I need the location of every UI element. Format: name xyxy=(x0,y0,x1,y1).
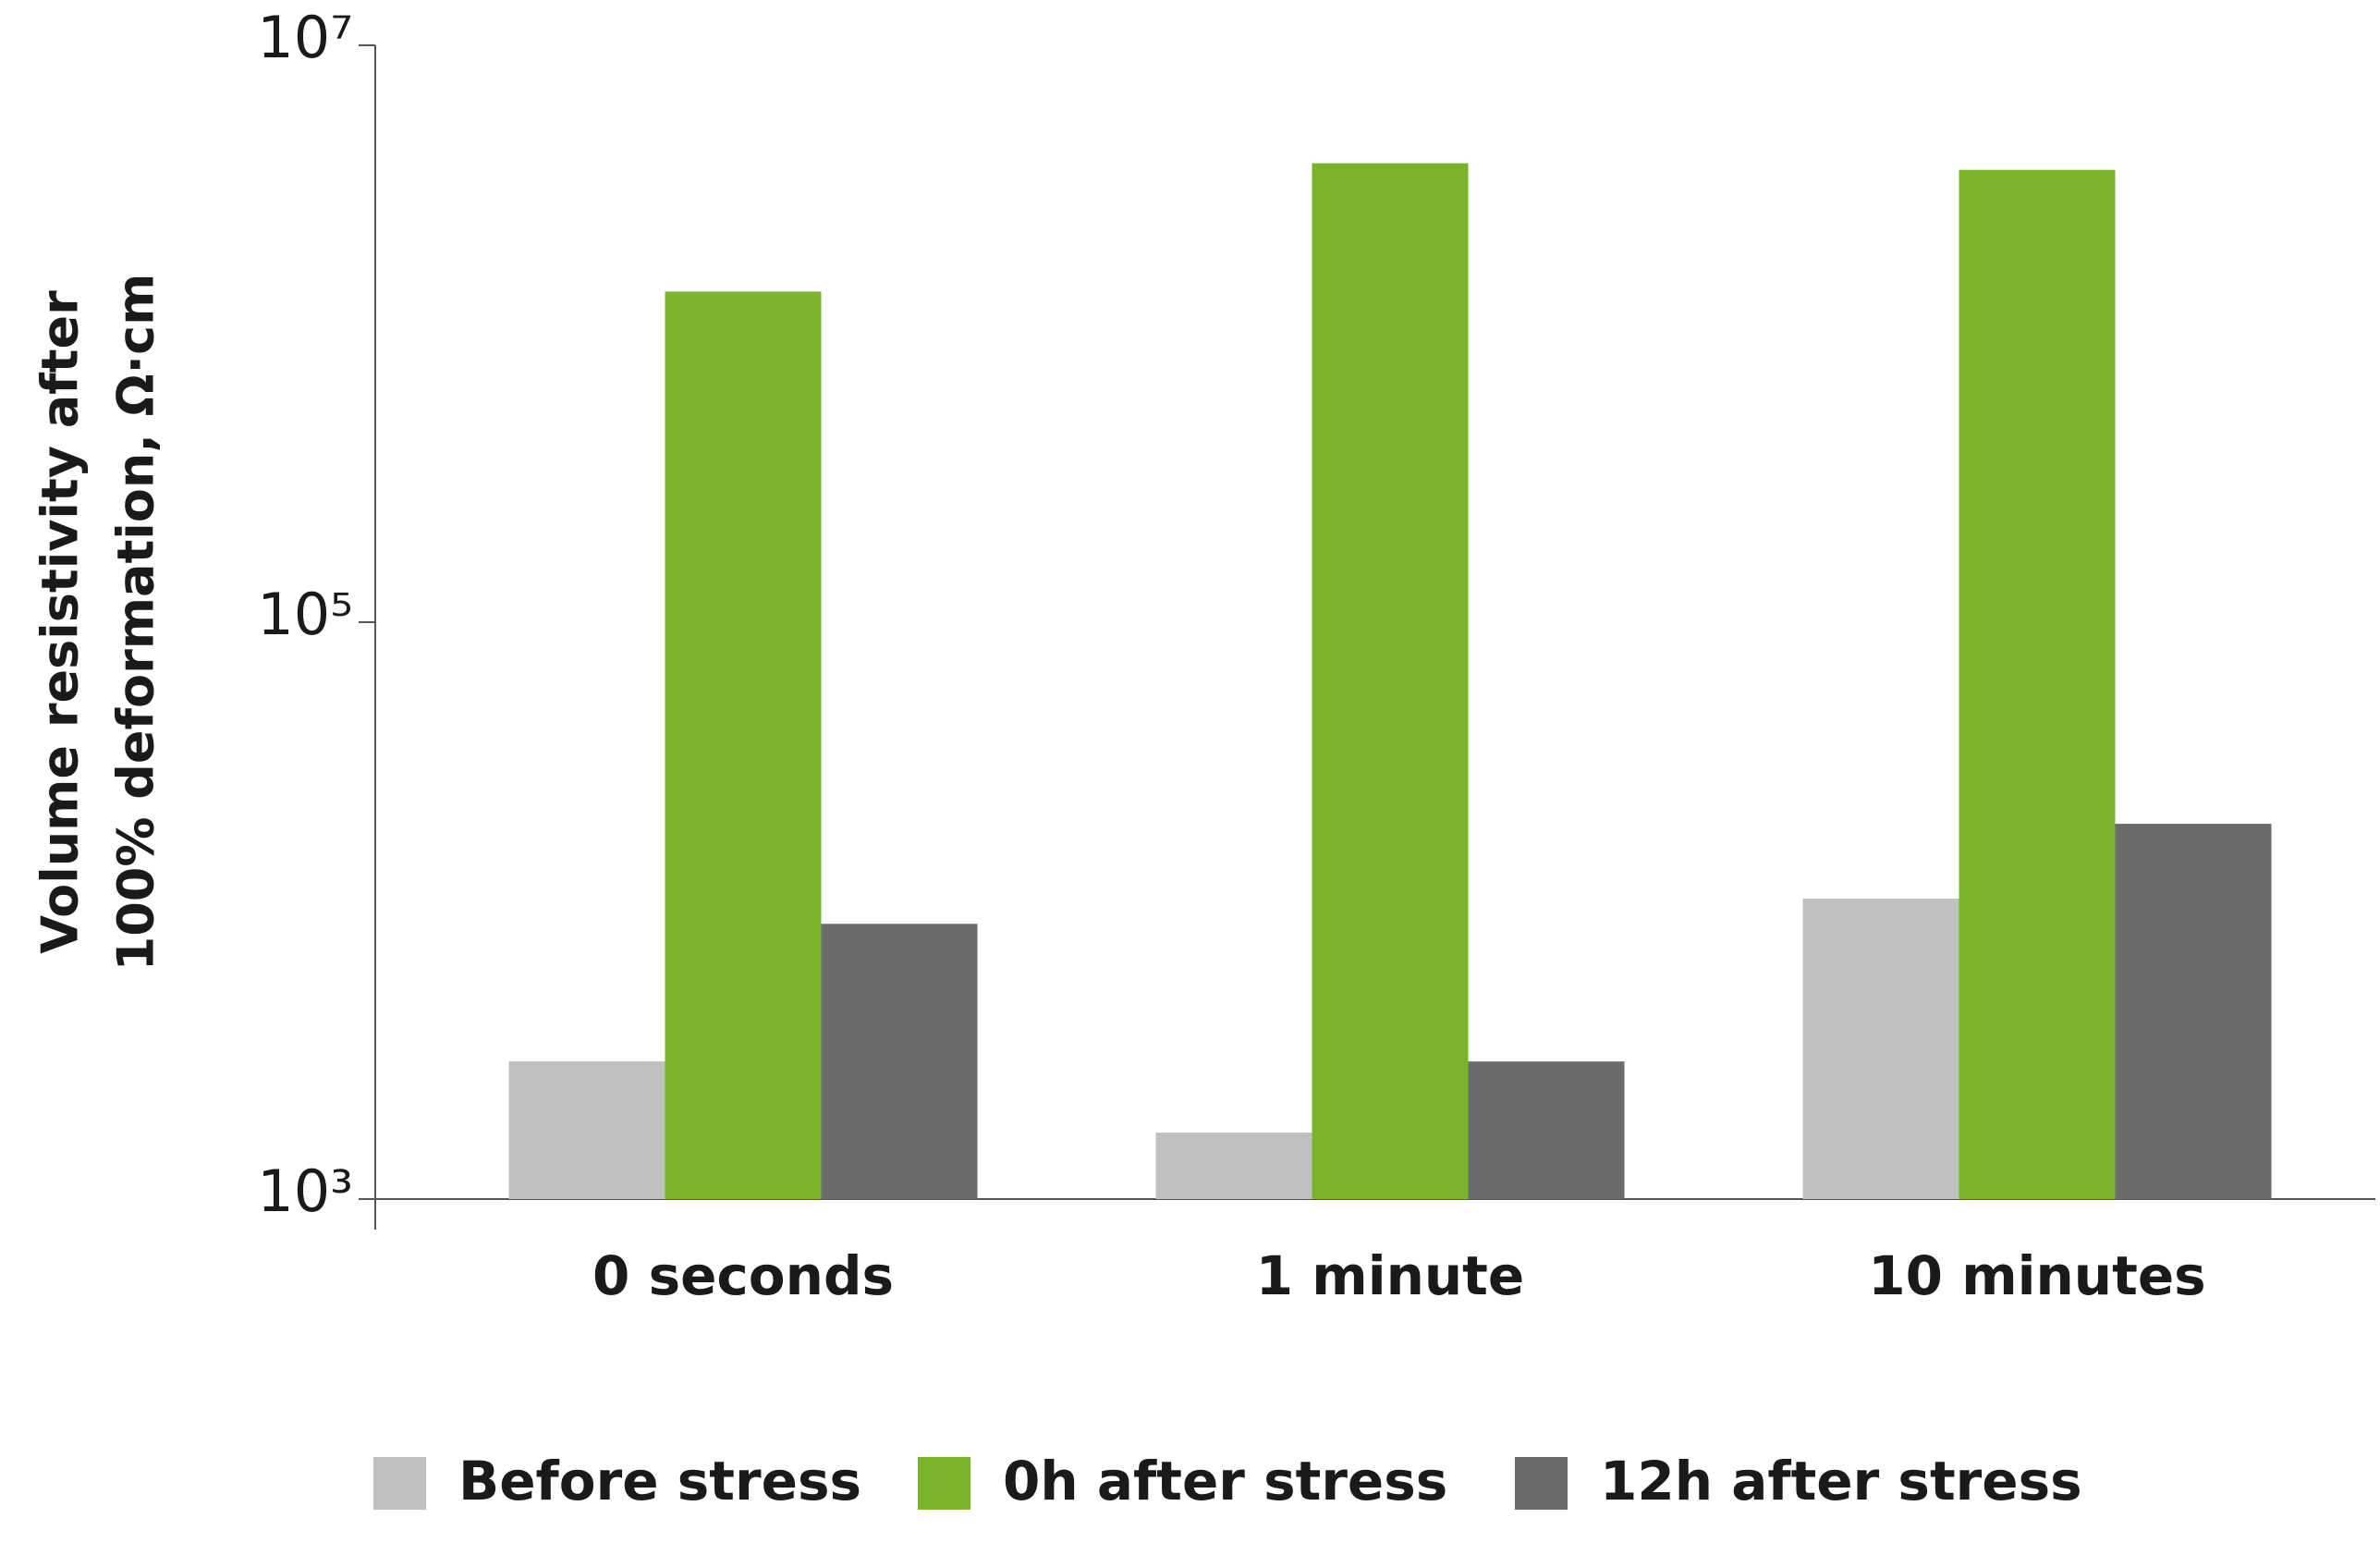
legend-label: 0h after stress xyxy=(1003,1450,1447,1512)
legend-label: Before stress xyxy=(458,1450,861,1512)
x-tick-label: 10 minutes xyxy=(1868,1244,2205,1307)
legend-swatch xyxy=(373,1457,426,1510)
x-tick-label: 0 seconds xyxy=(592,1244,894,1307)
y-tick-label: 10⁷ xyxy=(257,4,353,71)
bar xyxy=(1312,163,1469,1199)
y-tick-label: 10⁵ xyxy=(257,581,353,648)
y-axis-label: Volume resistivity after xyxy=(31,290,90,954)
bar xyxy=(1802,899,1959,1199)
legend-label: 12h after stress xyxy=(1600,1450,2082,1512)
bar xyxy=(1959,169,2116,1199)
legend-swatch xyxy=(1515,1457,1568,1510)
bar xyxy=(2115,824,2272,1199)
bar xyxy=(821,924,978,1199)
x-tick-label: 1 minute xyxy=(1256,1244,1525,1307)
y-axis-label: 100% deformation, Ω·cm xyxy=(107,274,165,972)
legend-swatch xyxy=(918,1457,970,1510)
bar xyxy=(665,291,822,1199)
bar xyxy=(1468,1061,1625,1199)
bar xyxy=(508,1061,665,1199)
y-tick-label: 10³ xyxy=(257,1157,353,1225)
bar xyxy=(1155,1133,1312,1199)
